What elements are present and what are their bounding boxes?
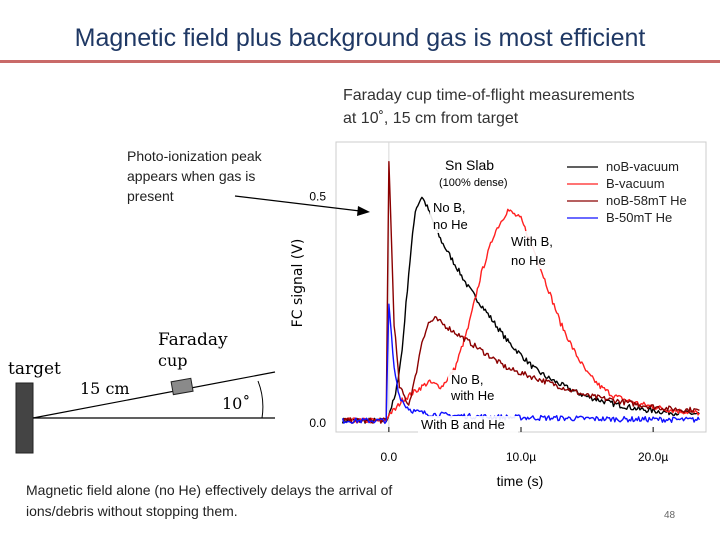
y-axis-label: FC signal (V) — [290, 239, 306, 328]
x-tick-label: 0.0 — [381, 450, 398, 464]
cup-label-2: cup — [158, 351, 188, 370]
slide-title: Magnetic field plus background gas is mo… — [74, 24, 646, 52]
y-tick-label: 0.5 — [309, 189, 326, 203]
x-axis-label: time (s) — [497, 473, 544, 489]
dense-annotation-bg — [436, 172, 516, 190]
series-line-noB-vacuum — [341, 196, 700, 424]
angle-label: 10˚ — [222, 394, 250, 413]
series-line-noB-58mT-He — [342, 160, 700, 424]
faraday-cup-shape — [170, 377, 194, 396]
subtitle-line-2: at 10˚, 15 cm from target — [343, 110, 519, 127]
cup-label-1: Faraday — [158, 330, 228, 350]
series-layer — [341, 160, 701, 425]
x-tick-label: 20.0µ — [638, 450, 668, 464]
arrow-line — [234, 195, 361, 212]
tick-layer: 0.0 10.0µ 20.0µ 0.0 0.5 — [309, 189, 668, 464]
legend-label-noB-He: noB-58mT He — [606, 193, 687, 208]
annotation-noB-noHe-1: No B, — [433, 200, 466, 215]
annotation-dense: (100% dense) — [439, 177, 508, 189]
B-noHe-annotation-bg — [508, 231, 563, 269]
y-tick-label: 0.0 — [309, 416, 326, 430]
chart-title: Sn Slab — [445, 157, 494, 173]
slide-subtitle: Faraday cup time-of-flight measurements … — [343, 84, 635, 130]
annotation-noB-noHe-2: no He — [433, 217, 468, 232]
tof-chart: 0.0 10.0µ 20.0µ 0.0 0.5 Sn Slab FC signal (V… — [290, 141, 707, 489]
photoionization-arrow — [234, 195, 370, 216]
page-number: 48 — [664, 510, 676, 521]
target-block — [15, 382, 34, 454]
series-line-B-50mT-He — [341, 303, 701, 425]
distance-label: 15 cm — [80, 379, 130, 398]
legend-label-B-vacuum: B-vacuum — [606, 176, 665, 191]
noB-He-annotation-bg — [448, 370, 508, 406]
geometry-diagram: target Faraday cup 15 cm 10˚ — [8, 330, 276, 454]
annotation-B-He: With B and He — [421, 417, 505, 432]
B-He-annotation-bg — [418, 416, 518, 434]
annotation-B-noHe-2: no He — [511, 253, 546, 268]
target-label: target — [8, 359, 61, 379]
legend-label-noB-vacuum: noB-vacuum — [606, 159, 679, 174]
angled-line — [32, 371, 276, 419]
legend-label-B-He: B-50mT He — [606, 210, 672, 225]
angle-arc — [257, 380, 264, 419]
arrow-head — [357, 206, 370, 216]
photoionization-note: Photo-ionization peak appears when gas i… — [127, 148, 262, 204]
title-rule — [0, 60, 720, 63]
subtitle-line-1: Faraday cup time-of-flight measurements — [343, 87, 635, 104]
x-tick-label: 10.0µ — [506, 450, 536, 464]
legend: noB-vacuum B-vacuum noB-58mT He B-50mT H… — [567, 159, 687, 225]
annotation-noB-He-1: No B, — [451, 372, 484, 387]
noB-noHe-annotation-bg — [430, 197, 482, 233]
bottom-note: Magnetic field alone (no He) effectively… — [26, 482, 393, 519]
annotation-noB-He-2: with He — [450, 388, 494, 403]
annotation-B-noHe-1: With B, — [511, 234, 553, 249]
